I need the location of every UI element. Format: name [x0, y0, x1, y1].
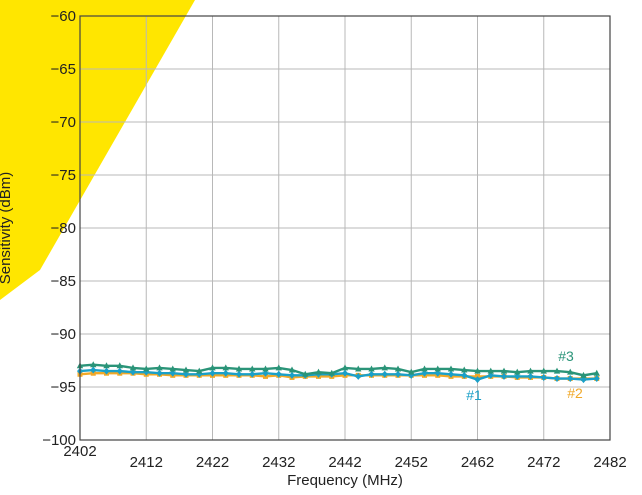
- data-point: [421, 365, 428, 372]
- series-3: [76, 361, 600, 378]
- data-point: [249, 365, 256, 372]
- data-point: [381, 370, 388, 378]
- y-tick-label: −60: [51, 8, 76, 25]
- data-point: [209, 369, 216, 377]
- data-point: [222, 364, 229, 371]
- y-axis-title: Sensitivity (dBm): [0, 172, 14, 285]
- data-point: [500, 367, 508, 374]
- data-point: [553, 367, 561, 374]
- watermark-stripe: [0, 0, 195, 300]
- data-point: [302, 370, 309, 377]
- data-point: [461, 366, 468, 373]
- series-label-3: #3: [558, 348, 574, 364]
- data-point: [368, 370, 375, 378]
- data-point: [501, 372, 507, 380]
- series-label-1: #1: [466, 387, 482, 403]
- data-point: [474, 376, 481, 384]
- data-point: [129, 364, 137, 371]
- plot-frame: [79, 15, 611, 441]
- data-point: [527, 367, 534, 374]
- data-point: [236, 370, 242, 378]
- data-point: [593, 369, 600, 376]
- data-point: [554, 375, 560, 383]
- data-point: [103, 367, 110, 375]
- data-point: [448, 370, 454, 378]
- x-tick-label: 2442: [328, 454, 361, 471]
- data-point: [222, 369, 229, 377]
- data-point: [368, 365, 375, 372]
- data-point: [328, 369, 335, 376]
- data-point: [90, 366, 97, 374]
- data-point: [156, 369, 163, 377]
- y-tick-label: −70: [51, 114, 76, 131]
- data-point: [209, 364, 216, 371]
- data-point: [196, 367, 203, 374]
- data-point: [580, 371, 587, 378]
- series-1: [77, 366, 600, 384]
- data-point: [103, 362, 110, 369]
- y-tick-label: −85: [51, 273, 76, 290]
- data-point: [262, 365, 269, 372]
- data-point: [275, 364, 282, 371]
- series-line: [79, 368, 597, 381]
- data-point: [288, 366, 296, 373]
- data-point: [169, 365, 176, 372]
- data-point: [156, 364, 163, 371]
- data-point: [447, 365, 455, 372]
- data-point: [90, 361, 97, 368]
- data-point: [474, 367, 481, 374]
- data-point: [461, 371, 468, 379]
- y-tick-label: −75: [51, 167, 76, 184]
- x-tick-labels: 2402 2412 2422 2432 2442 2452 2462 2472 2482: [63, 443, 626, 471]
- x-tick-label: 2402: [63, 443, 96, 460]
- data-point: [434, 365, 441, 372]
- data-point: [182, 366, 190, 373]
- y-tick-label: −80: [51, 220, 76, 237]
- data-point: [275, 370, 282, 378]
- x-tick-label: 2462: [461, 454, 494, 471]
- data-point: [342, 369, 348, 377]
- data-point: [540, 367, 547, 374]
- data-point: [235, 365, 243, 372]
- data-point: [514, 368, 521, 375]
- series-layer: [76, 361, 600, 384]
- data-point: [540, 373, 547, 381]
- y-tick-label: −90: [51, 326, 76, 343]
- data-point: [289, 371, 295, 379]
- x-tick-label: 2472: [527, 454, 560, 471]
- y-tick-label: −65: [51, 61, 76, 78]
- series-label-2: #2: [567, 385, 583, 401]
- y-tick-label: −100: [42, 432, 76, 449]
- data-point: [395, 370, 401, 378]
- data-point: [527, 372, 534, 380]
- y-tick-label: −95: [51, 379, 76, 396]
- data-point: [315, 368, 322, 375]
- data-point: [381, 364, 388, 371]
- x-tick-label: 2482: [593, 454, 626, 471]
- series-labels: #1 #2 #3: [466, 348, 583, 403]
- x-tick-label: 2452: [395, 454, 428, 471]
- x-tick-label: 2422: [196, 454, 229, 471]
- series-line: [79, 363, 597, 377]
- data-point: [341, 364, 349, 371]
- data-point: [143, 365, 150, 372]
- data-point: [116, 367, 123, 375]
- data-point: [593, 375, 600, 383]
- x-axis-title: Frequency (MHz): [287, 472, 403, 489]
- data-point: [567, 375, 574, 383]
- data-point: [249, 370, 256, 378]
- y-tick-labels: −60 −65 −70 −75 −80 −85 −90 −95 −100: [42, 8, 76, 449]
- x-tick-label: 2412: [130, 454, 163, 471]
- data-point: [567, 368, 574, 375]
- x-tick-label: 2432: [262, 454, 295, 471]
- data-point: [394, 365, 402, 372]
- data-point: [487, 367, 494, 374]
- data-point: [408, 368, 415, 375]
- data-point: [355, 365, 362, 372]
- data-point: [116, 362, 123, 369]
- data-point: [355, 372, 362, 380]
